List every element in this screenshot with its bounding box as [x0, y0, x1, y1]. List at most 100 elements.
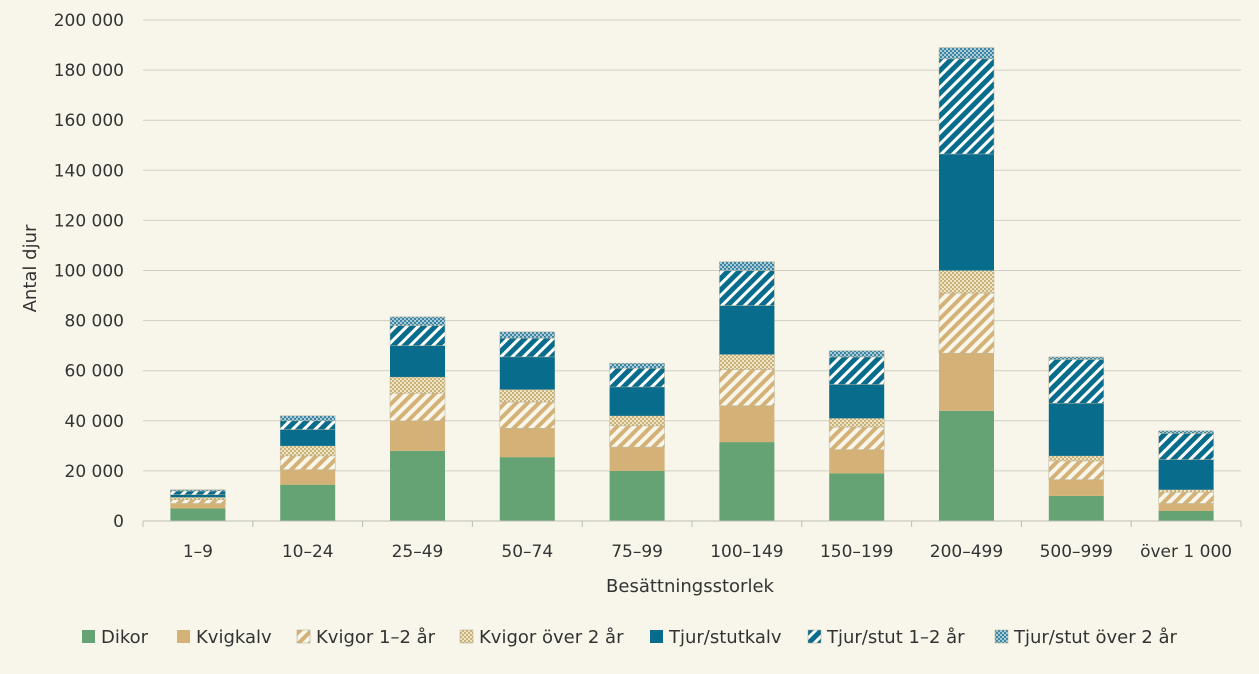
legend-label: Kvigor 1–2 år — [316, 627, 436, 648]
bar-segment — [499, 356, 555, 390]
bar-segment — [609, 415, 665, 427]
bar-segment — [828, 426, 885, 450]
bar-segment — [1158, 491, 1214, 504]
bar-segment — [938, 47, 995, 60]
y-tick-label: 160 000 — [54, 111, 124, 131]
bar-segment — [939, 410, 994, 521]
legend-label: Tjur/stut 1–2 år — [826, 627, 965, 648]
y-tick-label: 140 000 — [54, 161, 124, 181]
bar-segment — [170, 496, 226, 500]
bar-segment — [389, 325, 446, 346]
bar-segment — [1158, 510, 1214, 521]
bar-segment — [390, 450, 445, 521]
bar-segment — [719, 405, 775, 443]
axes: 0 20 000 40 000 60 000 80 000 100 000 120 000 1… — [20, 11, 1242, 597]
legend-item: Tjur/stut över 2 år — [994, 627, 1178, 648]
x-axis-title: Besättningsstorlek — [606, 576, 774, 597]
bar-segment — [609, 425, 665, 448]
bar-segment — [1048, 479, 1104, 496]
bar-segment — [170, 499, 226, 504]
bar-segment — [938, 292, 995, 354]
bar-segment — [1048, 359, 1105, 404]
bar-segment — [1158, 489, 1214, 493]
bar-segment — [829, 473, 885, 521]
x-tick-label: 200–499 — [930, 542, 1003, 562]
y-tick-label: 60 000 — [65, 362, 124, 382]
legend: Dikor Kvigkalv Kvigor 1–2 år Kvigor över 2 … — [82, 627, 1178, 648]
legend-item: Dikor — [82, 627, 149, 648]
bar-segment — [1048, 356, 1105, 360]
bar-segment — [719, 270, 775, 306]
x-tick-label: 100–149 — [710, 542, 783, 562]
bar-segment — [499, 401, 556, 429]
bar-segment — [828, 350, 885, 358]
legend-item: Tjur/stutkalv — [650, 627, 782, 648]
bar-segment — [719, 354, 775, 370]
x-tick-label: 10–24 — [282, 542, 334, 562]
y-tick-label: 0 — [113, 512, 124, 532]
bar-segment — [829, 449, 885, 474]
bars — [170, 47, 1214, 521]
bar-segment — [939, 154, 994, 271]
bar-segment — [719, 305, 775, 355]
y-tick-label: 180 000 — [54, 61, 124, 81]
bar-segment — [390, 345, 445, 377]
legend-swatch — [807, 629, 822, 644]
legend-swatch — [650, 630, 663, 643]
legend-label: Kvigkalv — [196, 627, 272, 648]
x-tick-label: 1–9 — [183, 542, 213, 562]
legend-item: Kvigor över 2 år — [459, 627, 624, 648]
bar-segment — [499, 389, 556, 403]
x-tick-label: 25–49 — [392, 542, 444, 562]
bar-segment — [279, 445, 336, 457]
bar-segment — [1158, 430, 1214, 434]
bar-segment — [1048, 455, 1105, 462]
bar-segment — [719, 442, 775, 521]
bar-segment — [609, 367, 665, 388]
legend-swatch — [82, 630, 95, 643]
legend-item: Kvigkalv — [177, 627, 272, 648]
x-tick-label: 500–999 — [1040, 542, 1113, 562]
bar-segment — [938, 58, 995, 155]
bar-segment — [280, 429, 336, 446]
legend-item: Kvigor 1–2 år — [296, 627, 436, 648]
bar-segment — [828, 418, 885, 428]
bar-segment — [170, 503, 226, 509]
bar-segment — [499, 457, 555, 521]
bar-segment — [938, 270, 995, 294]
x-tick-label: 150–199 — [820, 542, 893, 562]
bar-segment — [280, 484, 336, 521]
bar-segment — [280, 469, 336, 485]
legend-label: Kvigor över 2 år — [479, 627, 624, 648]
legend-swatch — [296, 629, 311, 644]
bar-segment — [1048, 460, 1105, 480]
bar-segment — [389, 316, 446, 326]
bar-segment — [1158, 459, 1214, 490]
legend-label: Tjur/stutkalv — [668, 627, 782, 648]
bar-segment — [279, 415, 336, 422]
bar-segment — [389, 376, 446, 394]
bar-segment — [1048, 495, 1104, 521]
bar-segment — [828, 356, 885, 385]
legend-swatch — [459, 629, 474, 644]
bar-segment — [499, 337, 556, 358]
bar-segment — [1158, 433, 1214, 460]
bar-segment — [609, 447, 665, 471]
bar-segment — [609, 386, 665, 416]
bar-segment — [719, 261, 775, 271]
bar-segment — [499, 331, 556, 339]
bar-segment — [170, 490, 226, 495]
bar-segment — [1158, 503, 1214, 511]
bar-segment — [390, 420, 445, 451]
y-axis-title: Antal djur — [20, 224, 41, 312]
y-tick-label: 40 000 — [65, 412, 124, 432]
bar-segment — [609, 470, 665, 521]
bar-segment — [170, 508, 226, 521]
bar-segment — [609, 362, 665, 369]
y-tick-label: 120 000 — [54, 211, 124, 231]
bar-segment — [939, 353, 994, 411]
bar-segment — [279, 455, 336, 470]
bar-segment — [170, 494, 226, 498]
